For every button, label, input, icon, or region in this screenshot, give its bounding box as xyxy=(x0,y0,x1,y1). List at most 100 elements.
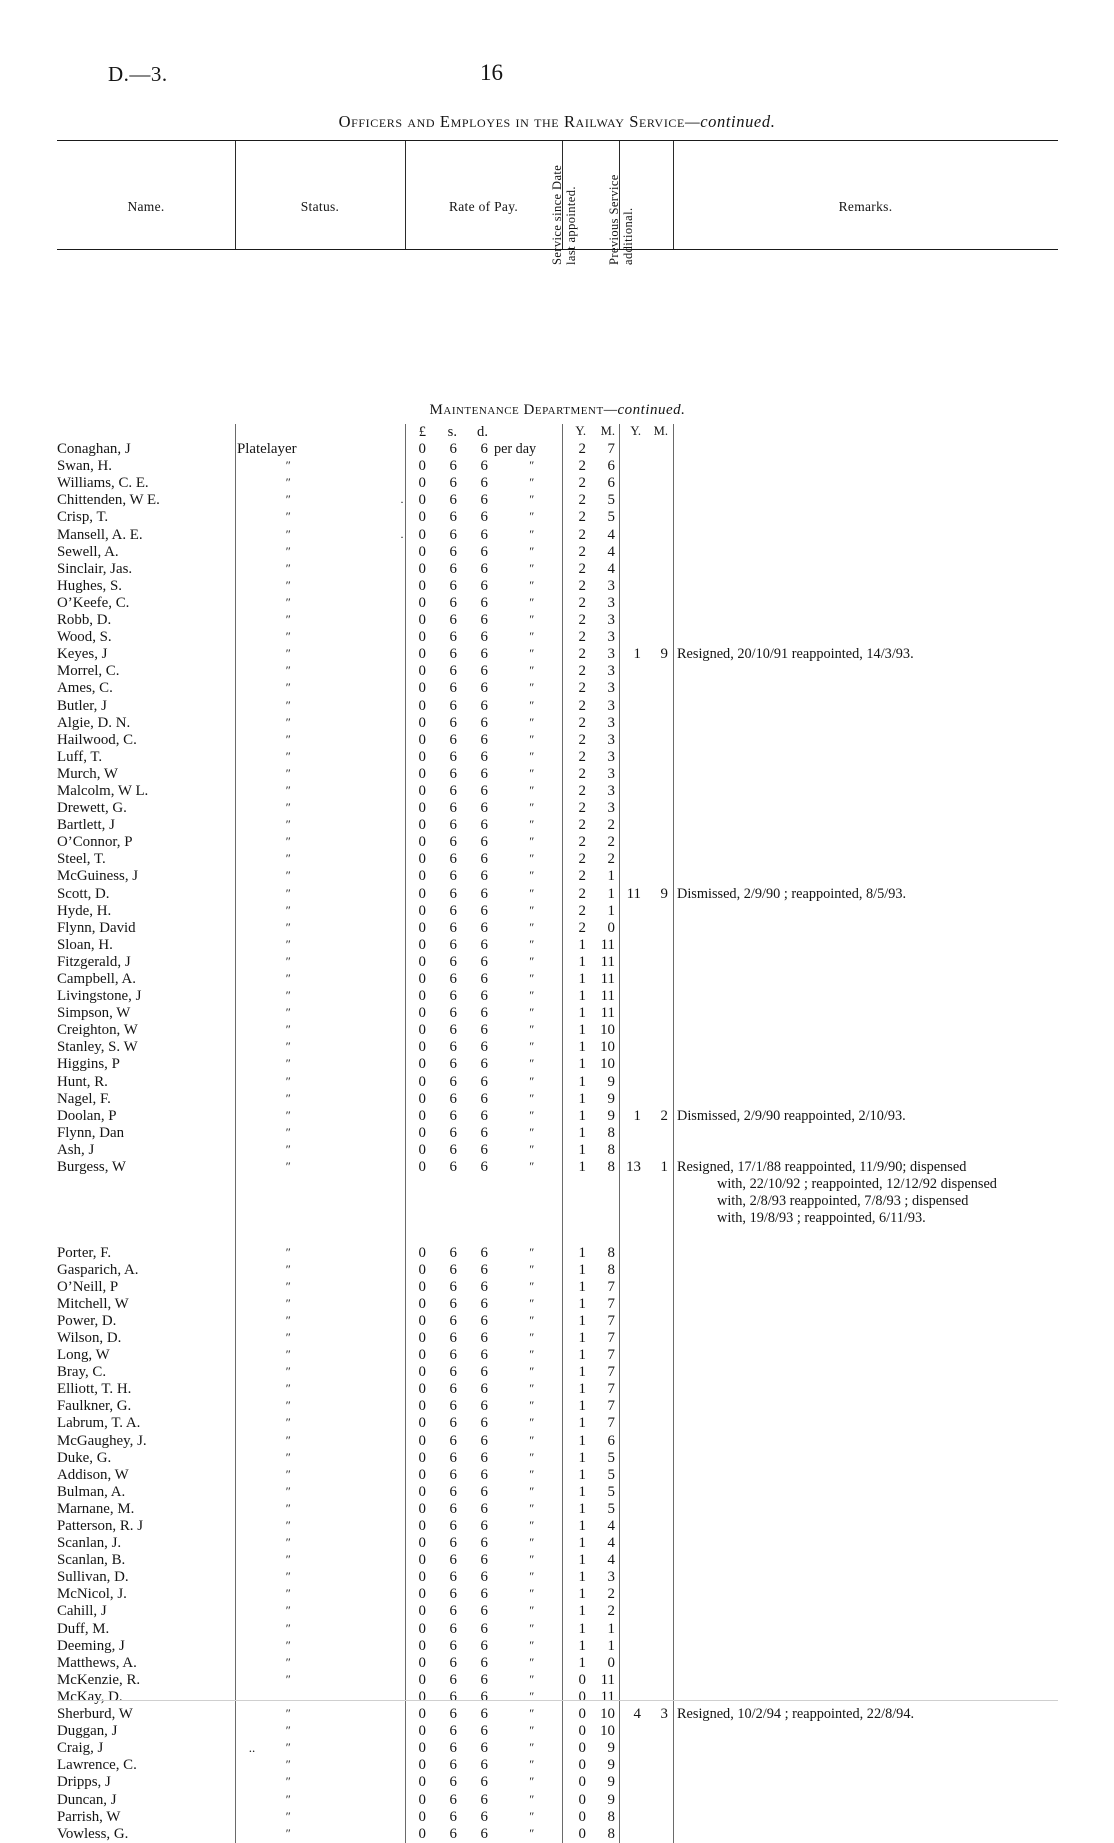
table-row[interactable]: Burgess, W ″ 0 6 6 ″ 1 8 13 1 Resigned, 17/1/88 re… xyxy=(57,1159,1058,1176)
cell-name: Craig, J xyxy=(57,1740,104,1757)
table-row[interactable]: Malcolm, W L. ″ 0 6 6 ″ 2 3 xyxy=(57,783,1058,800)
table-row[interactable]: Bray, C. ″ 0 6 6 ″ 1 7 xyxy=(57,1364,1058,1381)
cell-pay-pence: 6 xyxy=(480,1278,488,1295)
table-row[interactable]: Long, W ″ 0 6 6 ″ 1 7 xyxy=(57,1347,1058,1364)
table-row[interactable]: Power, D. ″ 0 6 6 ″ 1 7 xyxy=(57,1313,1058,1330)
table-row[interactable]: Campbell, A. ″ 0 6 6 ″ 1 11 xyxy=(57,971,1058,988)
table-row[interactable]: Wood, S. ″ 0 6 6 ″ 2 3 xyxy=(57,629,1058,646)
table-row[interactable]: O’Neill, P ″ 0 6 6 ″ 1 7 xyxy=(57,1279,1058,1296)
table-row[interactable]: Williams, C. E. ″ 0 6 6 ″ 2 6 xyxy=(57,475,1058,492)
table-row[interactable]: Labrum, T. A. ″ 0 6 6 ″ 1 7 xyxy=(57,1415,1058,1432)
table-row[interactable]: Duncan, J ″ 0 6 6 ″ 0 9 xyxy=(57,1792,1058,1809)
table-row[interactable]: McNicol, J. ″ 0 6 6 ″ 1 2 xyxy=(57,1586,1058,1603)
cell-pay-period: ″ xyxy=(528,1039,534,1054)
table-row[interactable]: Algie, D. N. ″ 0 6 6 ″ 2 3 xyxy=(57,715,1058,732)
table-row[interactable]: Scott, D. ″ 0 6 6 ″ 2 1 11 9 Dismissed, 2/9/90 ; r… xyxy=(57,886,1058,903)
table-row[interactable]: Chittenden, W E. ″. 0 6 6 ″ 2 5 xyxy=(57,492,1058,509)
table-row[interactable]: Livingstone, J ″ 0 6 6 ″ 1 11 xyxy=(57,988,1058,1005)
table-row[interactable]: Ash, J ″ 0 6 6 ″ 1 8 xyxy=(57,1142,1058,1159)
table-row[interactable]: Ames, C. ″ 0 6 6 ″ 2 3 xyxy=(57,680,1058,697)
table-row[interactable]: Sullivan, D. ″ 0 6 6 ″ 1 3 xyxy=(57,1569,1058,1586)
table-row[interactable]: Crisp, T. ″ 0 6 6 ″ 2 5 xyxy=(57,509,1058,526)
cell-pay-pounds: 0 xyxy=(418,441,426,458)
table-row[interactable]: Murch, W ″ 0 6 6 ″ 2 3 xyxy=(57,766,1058,783)
table-row[interactable]: Bulman, A. ″ 0 6 6 ″ 1 5 xyxy=(57,1484,1058,1501)
table-row[interactable]: Morrel, C. ″ 0 6 6 ″ 2 3 xyxy=(57,663,1058,680)
table-row[interactable]: Mansell, A. E. ″. 0 6 6 ″ 2 4 xyxy=(57,527,1058,544)
table-row[interactable]: Higgins, P ″ 0 6 6 ″ 1 10 xyxy=(57,1056,1058,1073)
table-row[interactable]: Addison, W ″ 0 6 6 ″ 1 5 xyxy=(57,1467,1058,1484)
table-row[interactable]: Duggan, J ″ 0 6 6 ″ 0 10 xyxy=(57,1723,1058,1740)
table-row[interactable]: Stanley, S. W ″ 0 6 6 ″ 1 10 xyxy=(57,1039,1058,1056)
cell-status: ″ xyxy=(285,1244,290,1259)
table-row[interactable]: Hyde, H. ″ 0 6 6 ″ 2 1 xyxy=(57,903,1058,920)
table-row[interactable]: Marnane, M. ″ 0 6 6 ″ 1 5 xyxy=(57,1501,1058,1518)
cell-previous-years: 4 xyxy=(633,1706,641,1723)
table-row[interactable]: McGuiness, J ″ 0 6 6 ″ 2 1 xyxy=(57,868,1058,885)
cell-pay-pounds: 0 xyxy=(418,543,426,560)
cell-service-years: 2 xyxy=(578,441,586,458)
table-row[interactable]: Simpson, W ″ 0 6 6 ″ 1 11 xyxy=(57,1005,1058,1022)
table-row[interactable]: McKay, D. 0 6 6 ″ 0 11 xyxy=(57,1689,1058,1706)
table-row[interactable]: Craig, J.. ″ 0 6 6 ″ 0 9 xyxy=(57,1740,1058,1757)
table-row[interactable]: Matthews, A. ″ 0 6 6 ″ 1 0 xyxy=(57,1655,1058,1672)
table-row[interactable]: Lawrence, C. ″ 0 6 6 ″ 0 9 xyxy=(57,1757,1058,1774)
table-row[interactable]: Drewett, G. ″ 0 6 6 ″ 2 3 xyxy=(57,800,1058,817)
table-row[interactable]: Elliott, T. H. ″ 0 6 6 ″ 1 7 xyxy=(57,1381,1058,1398)
table-row[interactable]: Butler, J ″ 0 6 6 ″ 2 3 xyxy=(57,698,1058,715)
cell-service-years: 1 xyxy=(578,936,586,953)
cell-service-years: 1 xyxy=(578,1500,586,1517)
table-row[interactable]: Scanlan, B. ″ 0 6 6 ″ 1 4 xyxy=(57,1552,1058,1569)
cell-service-years: 1 xyxy=(578,988,586,1005)
table-row[interactable]: Creighton, W ″ 0 6 6 ″ 1 10 xyxy=(57,1022,1058,1039)
table-row[interactable]: Conaghan, J Platelayer 0 6 6 per day 2 7 xyxy=(57,441,1058,458)
cell-pay-pence: 6 xyxy=(480,1569,488,1586)
table-row[interactable]: Vowless, G. ″ 0 6 6 ″ 0 8 xyxy=(57,1826,1058,1843)
cell-service-months: 3 xyxy=(607,697,615,714)
cell-pay-period: ″ xyxy=(528,953,534,968)
table-row[interactable]: Swan, H. ″ 0 6 6 ″ 2 6 xyxy=(57,458,1058,475)
table-row[interactable]: McGaughey, J. ″ 0 6 6 ″ 1 6 xyxy=(57,1433,1058,1450)
table-row[interactable]: Patterson, R. J ″ 0 6 6 ″ 1 4 xyxy=(57,1518,1058,1535)
cell-pay-period: ″ xyxy=(528,577,534,592)
table-row[interactable]: McKenzie, R. ″ 0 6 6 ″ 0 11 xyxy=(57,1672,1058,1689)
table-row[interactable]: Gasparich, A. ″ 0 6 6 ″ 1 8 xyxy=(57,1262,1058,1279)
cell-pay-pounds: 0 xyxy=(418,800,426,817)
table-row[interactable]: Duff, M. ″ 0 6 6 ″ 1 1 xyxy=(57,1621,1058,1638)
table-row[interactable]: Sinclair, Jas. ″ 0 6 6 ″ 2 4 xyxy=(57,561,1058,578)
table-row[interactable]: Scanlan, J. ″ 0 6 6 ″ 1 4 xyxy=(57,1535,1058,1552)
table-row[interactable]: Parrish, W ″ 0 6 6 ″ 0 8 xyxy=(57,1809,1058,1826)
table-row[interactable]: Nagel, F. ″ 0 6 6 ″ 1 9 xyxy=(57,1091,1058,1108)
table-row[interactable]: Steel, T. ″ 0 6 6 ″ 2 2 xyxy=(57,851,1058,868)
table-row[interactable]: Hughes, S. ″ 0 6 6 ″ 2 3 xyxy=(57,578,1058,595)
table-row[interactable]: Hailwood, C. ″ 0 6 6 ″ 2 3 xyxy=(57,732,1058,749)
table-row[interactable]: O’Connor, P ″ 0 6 6 ″ 2 2 xyxy=(57,834,1058,851)
table-row[interactable]: Porter, F. ″ 0 6 6 ″ 1 8 xyxy=(57,1245,1058,1262)
table-row[interactable]: Robb, D. ″ 0 6 6 ″ 2 3 xyxy=(57,612,1058,629)
table-row[interactable]: Faulkner, G. ″ 0 6 6 ″ 1 7 xyxy=(57,1398,1058,1415)
table-row[interactable]: Sherburd, W ″ 0 6 6 ″ 0 10 4 3 Resigned, 10/2/94 ;… xyxy=(57,1706,1058,1723)
table-row[interactable]: Sloan, H. ″ 0 6 6 ″ 1 11 xyxy=(57,937,1058,954)
table-row[interactable]: Flynn, David ″ 0 6 6 ″ 2 0 xyxy=(57,920,1058,937)
cell-status: ″ xyxy=(285,1432,290,1447)
cell-pay-shillings: 6 xyxy=(449,646,457,663)
table-row[interactable]: Duke, G. ″ 0 6 6 ″ 1 5 xyxy=(57,1450,1058,1467)
table-row[interactable]: Sewell, A. ″ 0 6 6 ″ 2 4 xyxy=(57,544,1058,561)
cell-pay-period: ″ xyxy=(528,509,534,524)
table-row[interactable]: Dripps, J ″ 0 6 6 ″ 0 9 xyxy=(57,1774,1058,1791)
table-row[interactable]: Flynn, Dan ″ 0 6 6 ″ 1 8 xyxy=(57,1125,1058,1142)
table-row[interactable]: Bartlett, J ″ 0 6 6 ″ 2 2 xyxy=(57,817,1058,834)
cell-pay-period: ″ xyxy=(528,1159,534,1174)
cell-name: Gasparich, A. xyxy=(57,1261,139,1278)
table-row[interactable]: Deeming, J ″ 0 6 6 ″ 1 1 xyxy=(57,1638,1058,1655)
table-row[interactable]: O’Keefe, C. ″ 0 6 6 ″ 2 3 xyxy=(57,595,1058,612)
table-row[interactable]: Wilson, D. ″ 0 6 6 ″ 1 7 xyxy=(57,1330,1058,1347)
table-row[interactable]: Doolan, P ″ 0 6 6 ″ 1 9 1 2 Dismissed, 2/9/90 reap… xyxy=(57,1108,1058,1125)
table-row[interactable]: Hunt, R. ″ 0 6 6 ″ 1 9 xyxy=(57,1074,1058,1091)
table-row[interactable]: Fitzgerald, J ″ 0 6 6 ″ 1 11 xyxy=(57,954,1058,971)
table-row[interactable]: Cahill, J ″ 0 6 6 ″ 1 2 xyxy=(57,1603,1058,1620)
table-row[interactable]: Mitchell, W ″ 0 6 6 ″ 1 7 xyxy=(57,1296,1058,1313)
table-row[interactable]: Keyes, J ″ 0 6 6 ″ 2 3 1 9 Resigned, 20/10/91 reap… xyxy=(57,646,1058,663)
cell-service-years: 0 xyxy=(578,1688,586,1705)
table-row[interactable]: Luff, T. ″ 0 6 6 ″ 2 3 xyxy=(57,749,1058,766)
